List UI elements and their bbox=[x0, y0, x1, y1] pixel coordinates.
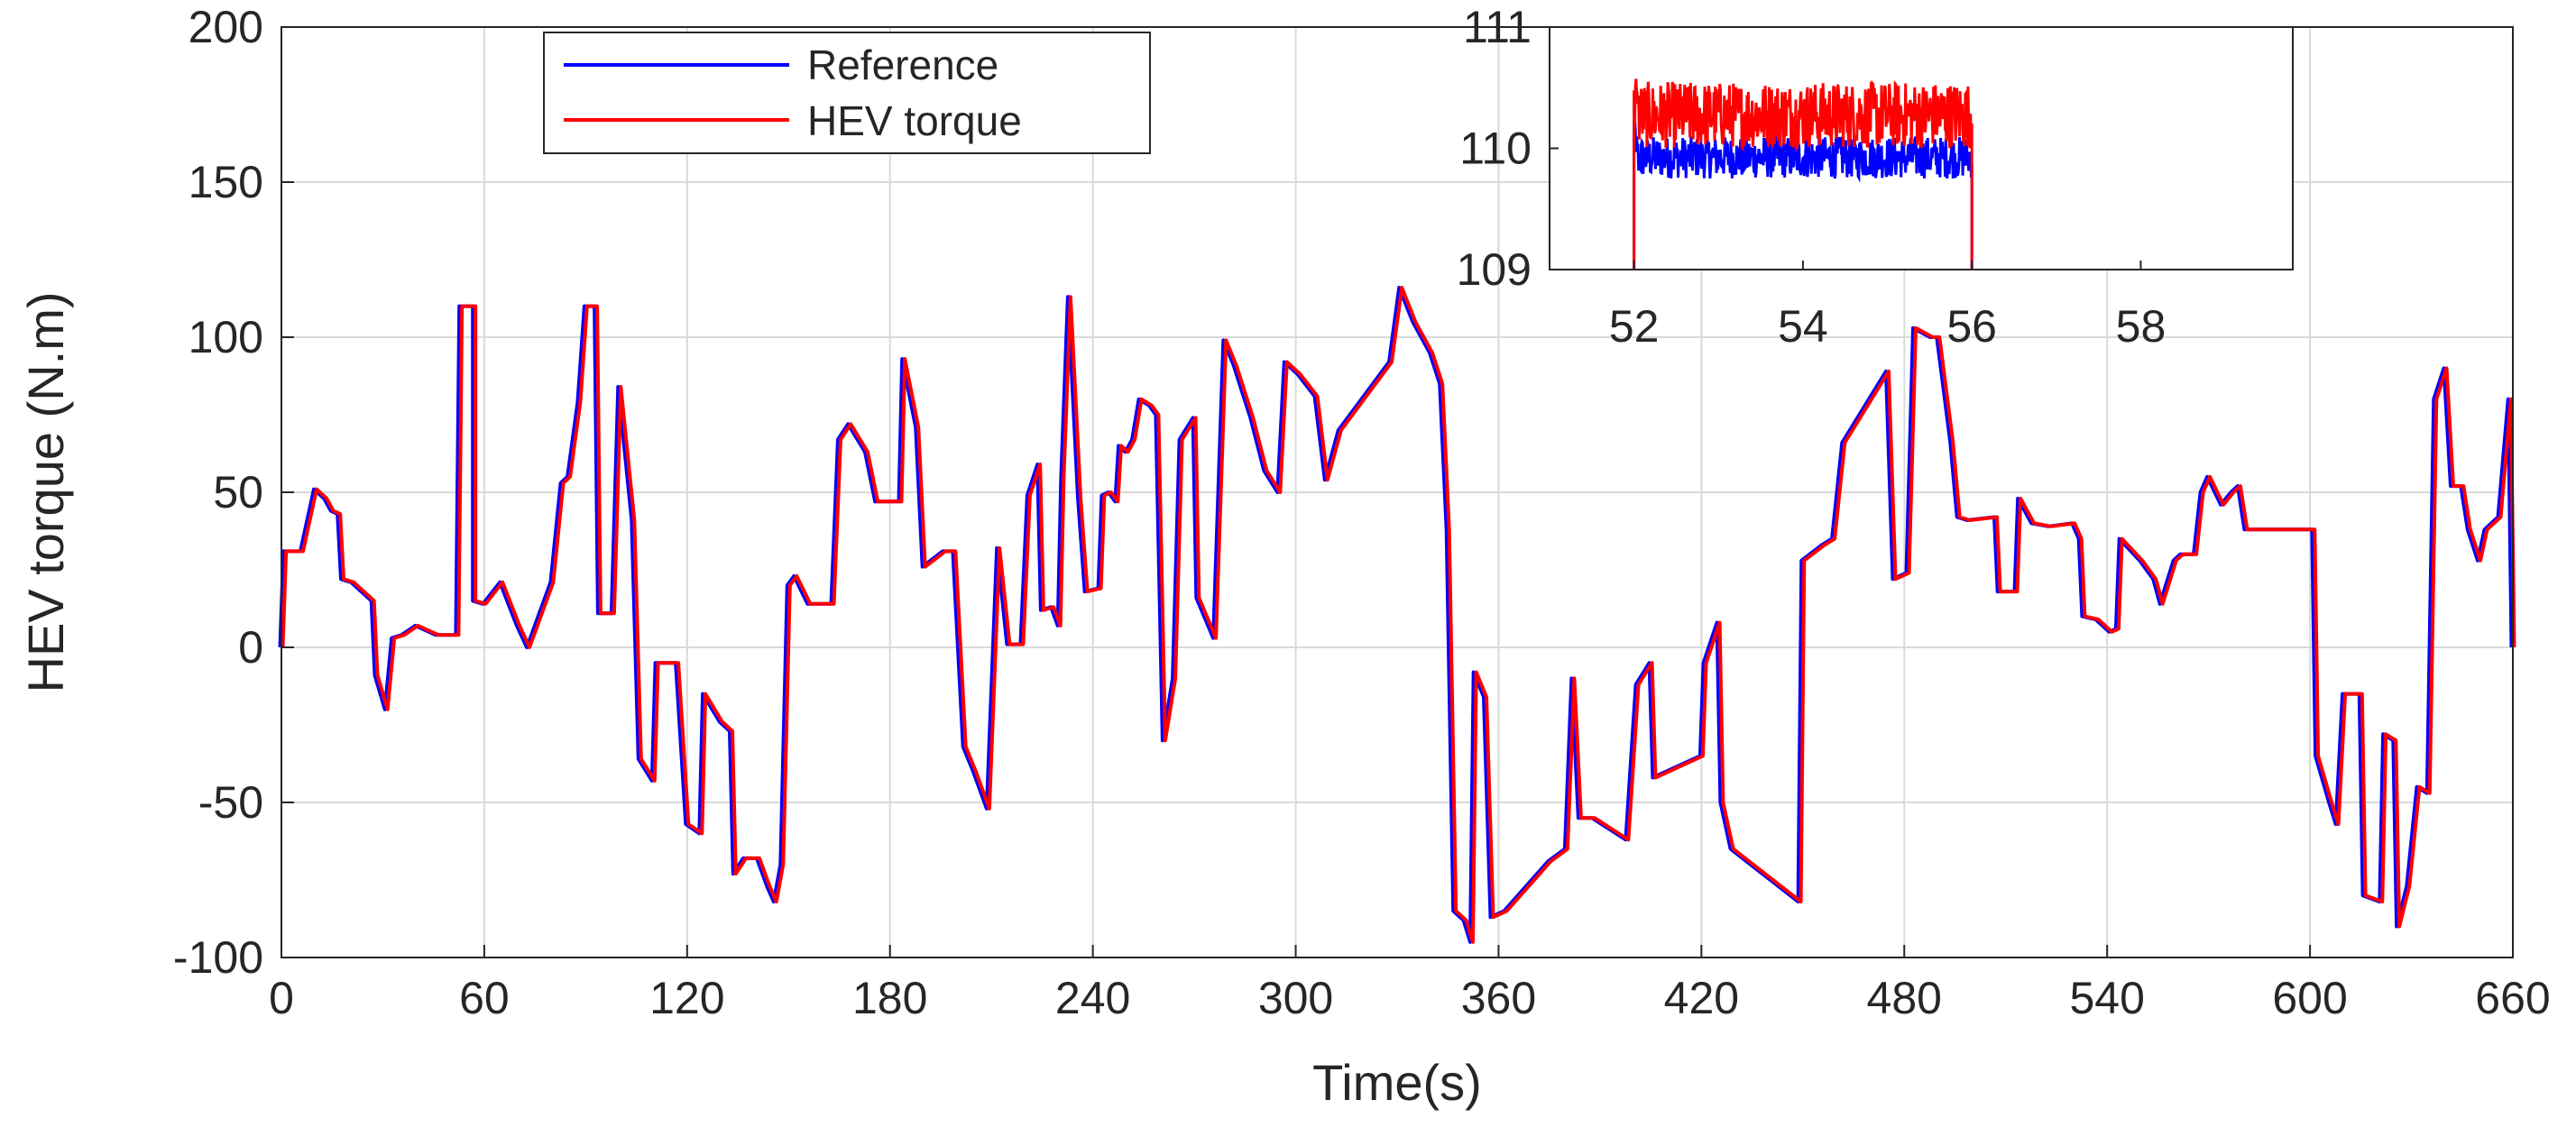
y-tick-label: 200 bbox=[189, 2, 263, 52]
x-tick-label: 660 bbox=[2475, 973, 2550, 1023]
x-axis-label: Time(s) bbox=[1312, 1054, 1482, 1111]
y-tick-label: 100 bbox=[189, 312, 263, 362]
x-tick-label: 60 bbox=[459, 973, 510, 1023]
x-tick-label: 240 bbox=[1055, 973, 1130, 1023]
inset-x-tick-label: 52 bbox=[1609, 301, 1660, 352]
x-tick-label: 300 bbox=[1258, 973, 1333, 1023]
y-tick-label: -50 bbox=[198, 777, 263, 828]
x-tick-label: 420 bbox=[1664, 973, 1739, 1023]
inset-x-tick-label: 58 bbox=[2116, 301, 2167, 352]
inset-x-tick-label: 54 bbox=[1778, 301, 1828, 352]
inset-zoom-chart: 52 54 56 58 111 110 109 bbox=[1457, 2, 2294, 352]
legend: Reference HEV torque bbox=[543, 32, 1151, 154]
x-tick-label: 540 bbox=[2069, 973, 2144, 1023]
x-tick-label: 360 bbox=[1461, 973, 1536, 1023]
y-tick-label: -100 bbox=[173, 932, 263, 983]
main-series bbox=[278, 286, 2516, 944]
series-line-hev-torque bbox=[281, 286, 2516, 944]
x-tick-label: 0 bbox=[269, 973, 294, 1023]
inset-ticks: 52 54 56 58 111 110 109 bbox=[1457, 2, 2167, 352]
inset-y-tick-label: 110 bbox=[1459, 124, 1532, 174]
main-ticks: 0 60 120 180 240 300 360 420 480 540 600 6602001501… bbox=[173, 2, 2551, 1023]
series-line-reference bbox=[278, 286, 2514, 944]
legend-label-hev-torque: HEV torque bbox=[807, 97, 1022, 144]
inset-line-red bbox=[1633, 78, 1973, 270]
x-tick-label: 600 bbox=[2272, 973, 2347, 1023]
x-tick-label: 480 bbox=[1867, 973, 1942, 1023]
inset-x-tick-label: 56 bbox=[1946, 301, 1997, 352]
y-tick-label: 50 bbox=[213, 467, 263, 518]
x-tick-label: 180 bbox=[852, 973, 927, 1023]
y-axis-label: HEV torque (N.m) bbox=[17, 292, 74, 693]
x-tick-label: 120 bbox=[649, 973, 724, 1023]
legend-label-reference: Reference bbox=[807, 41, 998, 88]
y-tick-label: 0 bbox=[238, 622, 263, 673]
legend-box bbox=[543, 32, 1151, 154]
inset-series bbox=[1633, 78, 1973, 270]
inset-y-tick-label: 109 bbox=[1457, 244, 1532, 295]
y-tick-label: 150 bbox=[189, 157, 263, 207]
inset-y-tick-label: 111 bbox=[1463, 2, 1532, 52]
